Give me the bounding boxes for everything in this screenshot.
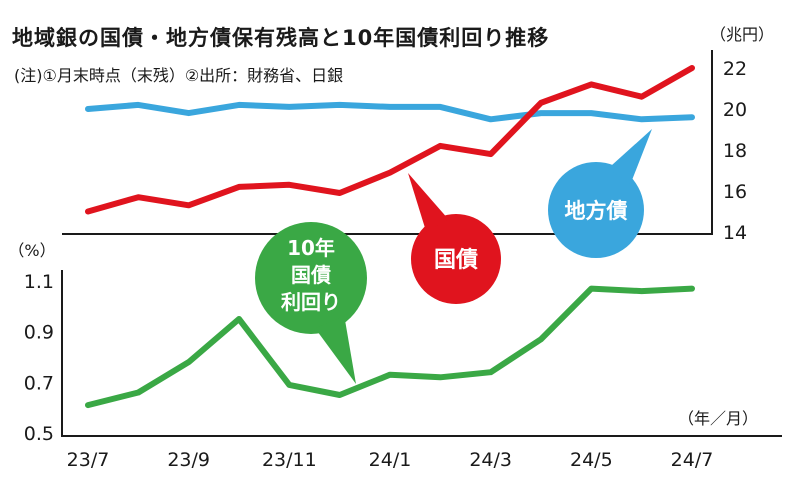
jgb-callout-pointer — [408, 173, 449, 232]
jgb-yield-line — [85, 285, 695, 409]
left-y-tick-label: 0.9 — [24, 322, 54, 344]
left-y-tick-label: 0.5 — [24, 423, 54, 445]
left-y-tick-label: 1.1 — [24, 271, 54, 293]
right-y-tick-label: 18 — [723, 140, 747, 162]
jgb-holdings-line — [85, 65, 695, 215]
local-bond-callout-circle — [548, 162, 644, 258]
local-bond-callout-text: 地方債 — [565, 199, 628, 223]
yield-callout-circle — [255, 222, 367, 334]
x-tick-label: 23/7 — [67, 449, 110, 471]
right-y-tick-label: 22 — [723, 58, 747, 80]
x-tick-label: 23/9 — [167, 449, 210, 471]
right-y-tick-label: 14 — [723, 222, 747, 244]
yield-callout-text: 10年 — [287, 236, 335, 260]
yield-callout-text: 国債 — [291, 263, 331, 287]
x-tick-label: 24/3 — [469, 449, 512, 471]
x-tick-label: 24/7 — [671, 449, 714, 471]
jgb-callout: 国債 — [408, 173, 501, 304]
x-tick-label: 24/5 — [570, 449, 613, 471]
jgb-callout-circle — [411, 214, 501, 304]
x-unit-label: （年／月） — [678, 409, 758, 428]
yield-callout-pointer — [315, 315, 356, 384]
yield-callout-text: 利回り — [281, 290, 341, 314]
local-bond-callout-pointer — [608, 129, 652, 184]
right-y-unit-label: （兆円） — [710, 25, 774, 44]
local-bond-callout: 地方債 — [548, 129, 652, 258]
x-tick-label: 24/1 — [369, 449, 412, 471]
left-y-tick-label: 0.7 — [24, 372, 54, 394]
right-y-tick-label: 16 — [723, 181, 747, 203]
chart-note: (注)①月末時点（末残）②出所：財務省、日銀 — [14, 66, 344, 85]
x-tick-label: 23/11 — [262, 449, 317, 471]
right-y-tick-label: 20 — [723, 99, 747, 121]
yield-callout: 10年国債利回り — [255, 222, 367, 384]
jgb-callout-text: 国債 — [434, 248, 478, 273]
left-y-unit-label: （%） — [8, 241, 55, 260]
chart-title: 地域銀の国債・地方債保有残高と10年国債利回り推移 — [12, 26, 550, 50]
local-bond-line — [85, 101, 695, 123]
